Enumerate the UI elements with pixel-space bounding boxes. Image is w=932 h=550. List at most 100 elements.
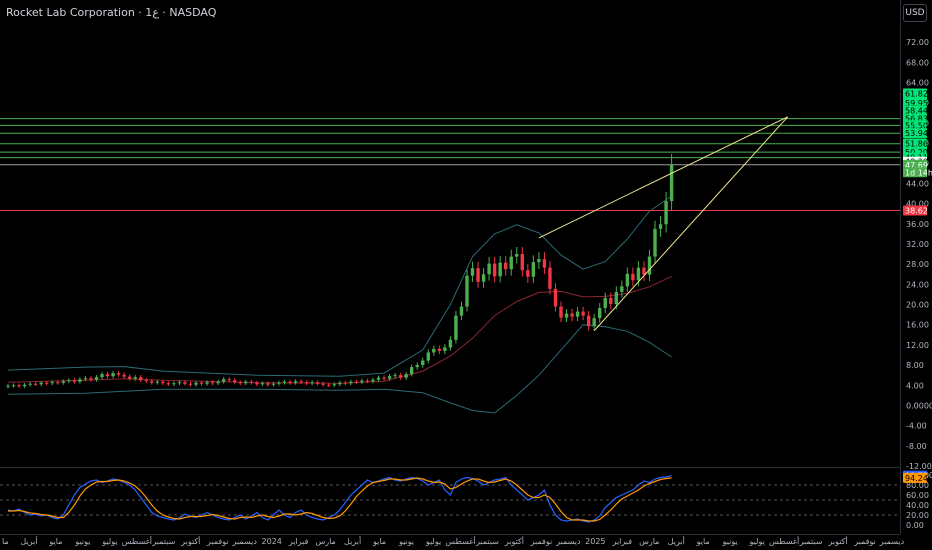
candle-body bbox=[210, 382, 215, 384]
candle-body bbox=[33, 383, 38, 385]
candle-body bbox=[448, 339, 453, 348]
candle-body bbox=[238, 382, 242, 384]
candle-body bbox=[426, 352, 430, 361]
candle-body bbox=[636, 267, 641, 281]
candle-body bbox=[575, 311, 580, 317]
candle-body bbox=[526, 270, 530, 277]
candle-body bbox=[398, 375, 403, 378]
price-label: 38.62 bbox=[905, 207, 928, 216]
candle-body bbox=[492, 263, 497, 277]
candle-body bbox=[183, 382, 187, 384]
candle-body bbox=[504, 262, 508, 270]
currency-button[interactable]: USD bbox=[903, 4, 927, 22]
candle-body bbox=[122, 374, 126, 377]
price-label-bg bbox=[903, 205, 927, 216]
candle-body bbox=[631, 273, 635, 281]
candle-body bbox=[437, 348, 442, 351]
bollinger-lower-line bbox=[7, 324, 672, 414]
candle-body bbox=[139, 377, 143, 381]
oscillator-axis-tick: 0.00 bbox=[906, 521, 924, 530]
price-label-bg bbox=[903, 105, 927, 116]
candle-body bbox=[172, 383, 176, 385]
price-axis-tick: 40.00 bbox=[906, 200, 929, 209]
price-axis-tick: 44.00 bbox=[906, 179, 929, 188]
candle-body bbox=[586, 315, 591, 327]
candle-body bbox=[227, 379, 231, 381]
candle-body bbox=[415, 365, 419, 368]
candle-body bbox=[382, 377, 386, 379]
trend-line bbox=[593, 116, 789, 332]
candle-body bbox=[509, 256, 513, 270]
candle-body bbox=[498, 262, 502, 277]
price-axis-tick: 0.0000 bbox=[906, 401, 932, 410]
candle-body bbox=[537, 259, 541, 263]
candle-body bbox=[315, 382, 320, 384]
time-axis-label: أبريل bbox=[344, 536, 361, 546]
candle-body bbox=[609, 297, 613, 305]
candle-body bbox=[249, 381, 254, 383]
candle-body bbox=[133, 377, 137, 379]
time-axis-label: يونيو bbox=[74, 537, 90, 546]
candle-body bbox=[288, 381, 292, 383]
trend-line bbox=[538, 116, 788, 239]
candle-body bbox=[620, 286, 624, 292]
candle-body bbox=[155, 381, 160, 383]
time-axis-label: مايو bbox=[48, 537, 62, 546]
bollinger-upper-line bbox=[7, 195, 672, 377]
price-label-bg bbox=[903, 167, 927, 178]
time-axis-label: فبراير bbox=[288, 537, 309, 546]
time-axis-label: ديسمبر bbox=[555, 537, 581, 546]
time-axis-label: يوليو bbox=[425, 537, 441, 546]
candle-body bbox=[592, 318, 596, 327]
price-label: 59.95 bbox=[905, 99, 928, 108]
candle-body bbox=[520, 254, 524, 271]
time-axis-label: أغسطس bbox=[445, 536, 475, 546]
price-axis-tick: 16.00 bbox=[906, 321, 929, 330]
time-axis-label: ديسمبر bbox=[879, 537, 905, 546]
price-axis-tick: 64.00 bbox=[906, 78, 929, 87]
price-label: 1d 14h bbox=[905, 168, 932, 177]
candle-body bbox=[387, 376, 392, 379]
candle-body bbox=[166, 383, 171, 385]
time-axis-label: فبراير bbox=[612, 537, 633, 546]
candle-body bbox=[67, 380, 71, 382]
candle-body bbox=[481, 274, 486, 282]
candle-body bbox=[188, 383, 193, 385]
chart-title: Rocket Lab Corporation · 1ع · NASDAQ bbox=[6, 6, 217, 19]
time-axis-label: أبريل bbox=[668, 536, 685, 546]
candle-body bbox=[56, 382, 60, 384]
candle-body bbox=[22, 384, 27, 387]
candle-body bbox=[343, 382, 348, 384]
candle-body bbox=[664, 201, 668, 225]
candle-body bbox=[570, 313, 574, 317]
time-axis-label: مارس bbox=[639, 537, 659, 546]
candle-body bbox=[194, 382, 198, 385]
candle-body bbox=[598, 308, 602, 319]
time-axis-label: نوفمبر bbox=[853, 537, 876, 546]
time-axis-label: مارس bbox=[315, 537, 335, 546]
oscillator-value-label-bg bbox=[903, 472, 927, 483]
candle-body bbox=[332, 384, 336, 386]
candle-body bbox=[531, 262, 536, 277]
time-axis-label: يوليو bbox=[748, 537, 764, 546]
candle-body bbox=[542, 259, 547, 268]
candle-body bbox=[116, 373, 121, 375]
candle-body bbox=[277, 382, 281, 384]
oscillator-axis-tick: 20.00 bbox=[906, 511, 929, 520]
price-label-bg bbox=[903, 97, 927, 108]
candle-body bbox=[393, 375, 397, 377]
candle-body bbox=[271, 383, 276, 385]
price-axis-tick: 4.00 bbox=[906, 381, 924, 390]
candle-body bbox=[515, 254, 519, 257]
oscillator-axis-tick: 60.00 bbox=[906, 491, 929, 500]
candle-body bbox=[150, 381, 154, 383]
price-axis-tick: 8.00 bbox=[906, 361, 924, 370]
candle-body bbox=[349, 381, 353, 384]
price-label-bg bbox=[903, 159, 927, 170]
price-axis-tick: 28.00 bbox=[906, 260, 929, 269]
price-label: 51.86 bbox=[905, 140, 928, 149]
price-label: 53.94 bbox=[905, 129, 928, 138]
candle-body bbox=[266, 383, 270, 385]
time-axis-label: 2024 bbox=[262, 537, 282, 546]
